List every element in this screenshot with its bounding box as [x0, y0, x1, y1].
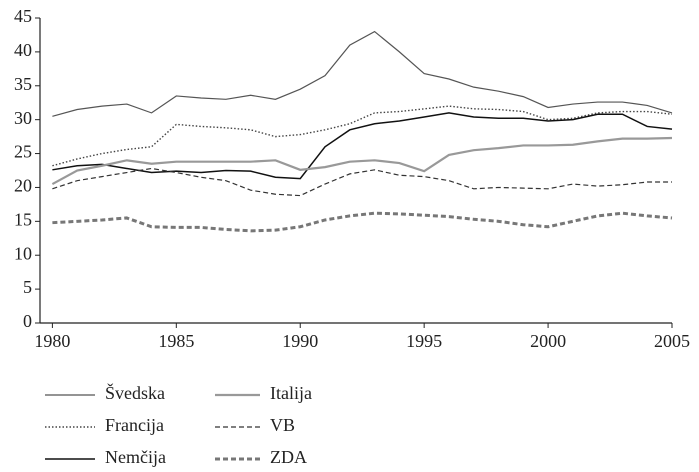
x-tick-label: 2005 — [654, 331, 690, 351]
legend-label: VB — [270, 415, 295, 435]
legend-label: Francija — [105, 415, 164, 435]
y-tick-label: 45 — [14, 6, 32, 26]
y-tick-label: 40 — [14, 40, 32, 60]
series-line — [52, 167, 672, 197]
y-tick-label: 10 — [14, 243, 32, 263]
x-tick-label: 1980 — [34, 331, 70, 351]
legend-label: Nemčija — [105, 447, 166, 467]
x-tick-label: 2000 — [530, 331, 566, 351]
series-line — [52, 211, 673, 233]
legend-label: Italija — [270, 383, 312, 403]
y-tick-label: 35 — [14, 74, 32, 94]
y-tick-label: 30 — [14, 108, 32, 128]
x-tick-label: 1990 — [282, 331, 318, 351]
series-line — [52, 30, 673, 117]
series-line — [52, 105, 673, 167]
y-tick-label: 0 — [23, 311, 32, 331]
y-tick-label: 5 — [23, 277, 32, 297]
x-tick-label: 1985 — [158, 331, 194, 351]
legend-label: ZDA — [270, 447, 307, 467]
y-tick-label: 25 — [14, 142, 32, 162]
x-tick-label: 1995 — [406, 331, 442, 351]
y-tick-label: 15 — [14, 209, 32, 229]
series-line — [52, 112, 673, 180]
series-line — [51, 136, 673, 186]
legend-label: Švedska — [105, 382, 165, 403]
y-tick-label: 20 — [14, 176, 32, 196]
